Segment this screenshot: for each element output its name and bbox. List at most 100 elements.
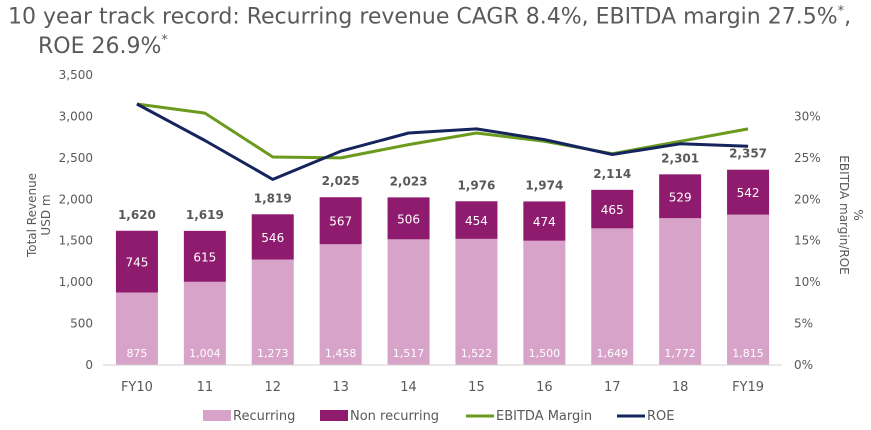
- label-non-recurring-15: 454: [465, 214, 488, 228]
- x-tick-11: 11: [197, 380, 214, 395]
- bar-recurring-14: [387, 239, 430, 365]
- y-tick-6: 3,000: [59, 109, 93, 123]
- x-tick-15: 15: [468, 380, 485, 395]
- bar-non-recurring-16: [523, 201, 566, 241]
- label-recurring-FY19: 1,815: [732, 347, 764, 360]
- y2-tick-0: 0%: [794, 358, 813, 372]
- label-non-recurring-16: 474: [533, 215, 556, 229]
- x-tick-16: 16: [536, 380, 553, 395]
- x-tick-17: 17: [604, 380, 621, 395]
- y-tick-4: 2,000: [59, 192, 93, 206]
- label-total-FY10: 1,620: [118, 208, 156, 222]
- label-recurring-15: 1,522: [461, 347, 493, 360]
- x-tick-FY10: FY10: [121, 380, 153, 395]
- legend-label-ebitda-margin: EBITDA Margin: [496, 409, 592, 424]
- bar-non-recurring-17: [591, 189, 634, 229]
- y-axis-title-line2: USD m: [39, 194, 53, 235]
- x-tick-14: 14: [400, 380, 417, 395]
- y-tick-5: 2,500: [59, 151, 93, 165]
- y2-axis-title-line1: EBITDA margin/ROE: [837, 155, 851, 274]
- label-total-17: 2,114: [593, 167, 631, 181]
- label-total-13: 2,025: [322, 174, 360, 188]
- x-tick-18: 18: [672, 380, 689, 395]
- title-line2: ROE 26.9%: [38, 33, 162, 59]
- y2-tick-5: 25%: [794, 151, 821, 165]
- label-recurring-14: 1,517: [393, 347, 425, 360]
- label-recurring-12: 1,273: [257, 347, 289, 360]
- bar-non-recurring-FY19: [727, 169, 770, 215]
- legend-swatch-non-recurring: [320, 410, 348, 421]
- bars-layer: 875 745 1,620 1,004 615 1,619 1,273 546 1,819 1,4…: [115, 147, 770, 365]
- y-tick-2: 1,000: [59, 275, 93, 289]
- label-total-18: 2,301: [661, 151, 699, 165]
- label-recurring-FY10: 875: [126, 347, 147, 360]
- bar-recurring-11: [183, 281, 226, 365]
- title-line1: 10 year track record: Recurring revenue …: [8, 4, 838, 30]
- bar-recurring-FY10: [115, 292, 158, 365]
- legend-label-non-recurring: Non recurring: [350, 409, 439, 424]
- label-recurring-18: 1,772: [664, 347, 696, 360]
- title-line1-end: ,: [844, 4, 852, 30]
- y-tick-1: 500: [70, 317, 93, 331]
- y2-tick-2: 10%: [794, 275, 821, 289]
- bar-non-recurring-18: [659, 174, 702, 219]
- legend-label-roe: ROE: [647, 409, 674, 424]
- label-non-recurring-18: 529: [669, 190, 692, 204]
- bar-recurring-17: [591, 228, 634, 365]
- lines-layer: [136, 102, 749, 181]
- bar-non-recurring-12: [251, 214, 294, 260]
- x-tick-13: 13: [332, 380, 349, 395]
- axes-layer: FY10 11 12 13 14 15 16 17 18 FY19 0 500 1,000 1,500 2,…: [25, 68, 865, 395]
- bar-recurring-16: [523, 240, 566, 365]
- label-non-recurring-13: 567: [329, 215, 352, 229]
- y2-tick-6: 30%: [794, 109, 821, 123]
- y2-axis-title: EBITDA margin/ROE%: [837, 155, 865, 274]
- bar-non-recurring-15: [455, 201, 498, 239]
- bar-non-recurring-FY10: [115, 230, 158, 293]
- bar-non-recurring-14: [387, 197, 430, 240]
- y-axis-title-line1: Total Revenue: [25, 173, 39, 258]
- y2-tick-4: 20%: [794, 192, 821, 206]
- title-footnote-mark-1: *: [837, 4, 845, 19]
- y-tick-3: 1,500: [59, 234, 93, 248]
- y2-tick-3: 15%: [794, 234, 821, 248]
- bar-recurring-15: [455, 238, 498, 365]
- label-recurring-13: 1,458: [325, 347, 357, 360]
- label-total-FY19: 2,357: [729, 147, 767, 161]
- title-footnote-mark-2: *: [161, 33, 168, 49]
- label-non-recurring-FY19: 542: [737, 186, 760, 200]
- label-total-15: 1,976: [457, 178, 495, 192]
- label-non-recurring-14: 506: [397, 212, 420, 226]
- y2-axis-title-line2: %: [851, 209, 865, 220]
- x-tick-FY19: FY19: [732, 380, 764, 395]
- label-total-11: 1,619: [186, 208, 224, 222]
- bar-recurring-12: [251, 259, 294, 365]
- label-total-14: 2,023: [390, 174, 428, 188]
- legend: Recurring Non recurring EBITDA Margin ROE: [203, 409, 674, 424]
- label-non-recurring-12: 546: [261, 231, 284, 245]
- bar-recurring-FY19: [727, 214, 770, 365]
- label-total-12: 1,819: [254, 191, 292, 205]
- label-recurring-16: 1,500: [529, 347, 561, 360]
- bar-non-recurring-11: [183, 230, 226, 282]
- y-axis-title: Total RevenueUSD m: [25, 173, 53, 258]
- line-roe: [136, 102, 749, 181]
- y2-tick-1: 5%: [794, 317, 813, 331]
- legend-label-recurring: Recurring: [233, 409, 295, 424]
- label-recurring-11: 1,004: [189, 347, 221, 360]
- chart-title: 10 year track record: Recurring revenue …: [8, 0, 868, 59]
- y-tick-0: 0: [85, 358, 93, 372]
- label-non-recurring-FY10: 745: [125, 256, 148, 270]
- label-total-16: 1,974: [525, 178, 563, 192]
- legend-swatch-recurring: [203, 410, 231, 421]
- bar-recurring-13: [319, 244, 362, 365]
- x-tick-12: 12: [264, 380, 281, 395]
- line-ebitda-margin: [136, 102, 749, 160]
- label-recurring-17: 1,649: [597, 347, 629, 360]
- bar-non-recurring-13: [319, 197, 362, 245]
- label-non-recurring-11: 615: [193, 250, 216, 264]
- label-non-recurring-17: 465: [601, 203, 624, 217]
- y-tick-7: 3,500: [59, 68, 93, 82]
- bar-recurring-18: [659, 218, 702, 365]
